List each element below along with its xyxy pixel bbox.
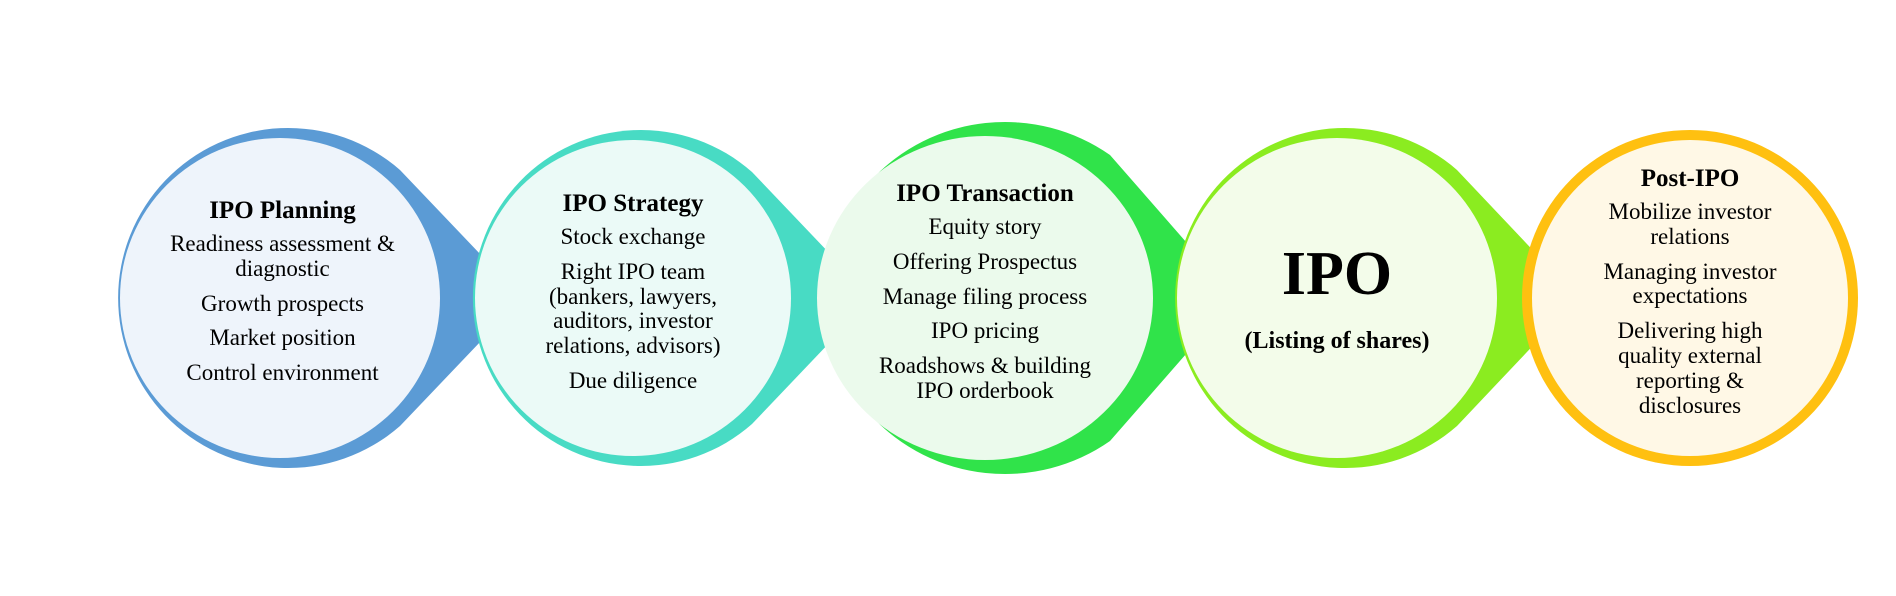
stage-2-item: Due diligence [568, 368, 698, 394]
stage-5-shape [1522, 130, 1858, 466]
stage-4-subtitle: (Listing of shares) [1244, 328, 1430, 354]
stage-2-circle [475, 140, 791, 456]
stage-4-shape [1175, 128, 1578, 469]
stage-3-item: Equity story [928, 214, 1042, 239]
stage-3-label: IPO Transaction Equity story Offering Pr… [860, 180, 1110, 404]
stage-1-item: Readiness assessment & diagnostic [170, 231, 395, 281]
stage-2-item: Stock exchange [560, 224, 706, 249]
stage-3-item: Manage filing process [882, 283, 1088, 309]
stage-5-circle [1532, 140, 1848, 456]
stage-1-item: Control environment [186, 360, 379, 386]
stage-4-title: IPO [1281, 240, 1393, 308]
stage-2-label: IPO Strategy Stock exchange Right IPO te… [523, 190, 743, 394]
stage-3-item: IPO pricing [931, 318, 1039, 344]
stage-5-title: Post-IPO [1640, 165, 1740, 192]
stage-4-label: IPO (Listing of shares) [1217, 243, 1457, 355]
stage-3-item: Roadshows & building IPO orderbook [878, 353, 1092, 404]
stage-1-shape [118, 128, 522, 469]
stage-1-circle [120, 138, 440, 458]
stage-5-item: Delivering high quality external reporti… [1617, 318, 1763, 418]
stage-5-label: Post-IPO Mobilize investor relations Man… [1580, 165, 1800, 419]
stage-3-title: IPO Transaction [896, 180, 1074, 207]
stage-3-circle [817, 136, 1153, 460]
stage-1-label: IPO Planning Readiness assessment & diag… [160, 197, 405, 386]
stage-4-circle [1177, 138, 1497, 458]
stage-1-title: IPO Planning [209, 197, 356, 224]
stage-5-item: Managing investor expectations [1603, 258, 1777, 309]
stage-2-item: Right IPO team (bankers, lawyers, audito… [545, 258, 721, 359]
stage-2-shape [472, 130, 872, 467]
stage-2-title: IPO Strategy [562, 190, 704, 217]
stage-1-item: Growth prospects [201, 290, 364, 316]
stage-3-item: Offering Prospectus [892, 248, 1078, 274]
stage-1-item: Market position [209, 325, 356, 351]
stage-5-item: Mobilize investor relations [1608, 199, 1772, 249]
stage-3-shape [817, 122, 1235, 475]
